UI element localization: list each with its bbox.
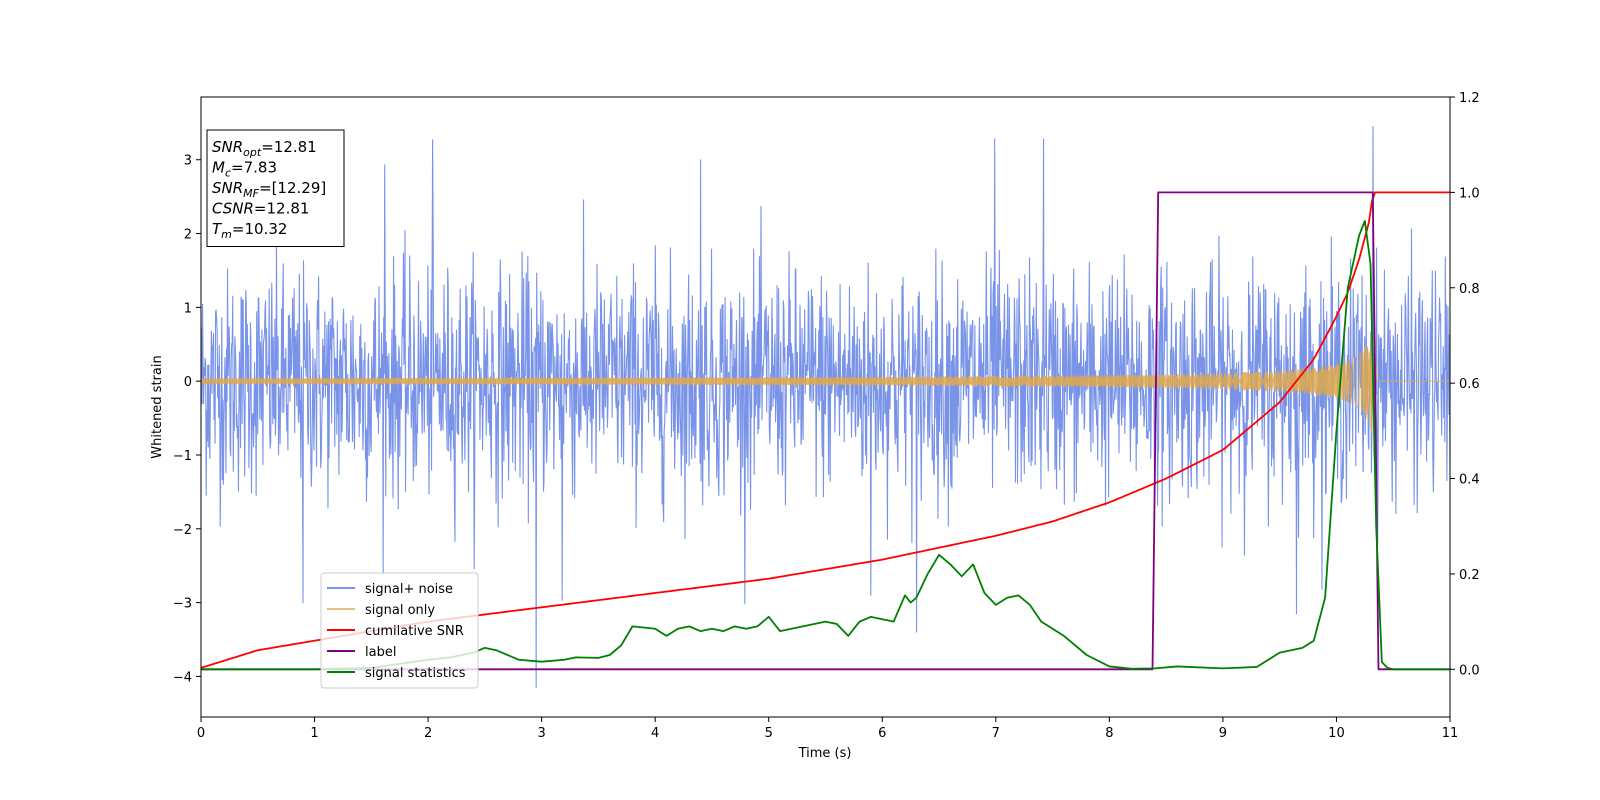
- info-subscript: c: [225, 167, 231, 180]
- info-symbol: T: [212, 220, 223, 238]
- info-value: =[12.29]: [259, 179, 326, 197]
- y-right-tick-label: 0.4: [1459, 473, 1480, 488]
- x-tick-label: 10: [1328, 726, 1345, 741]
- legend-frame: [320, 572, 479, 689]
- info-subscript: m: [221, 228, 232, 241]
- info-value: =12.81: [261, 138, 317, 156]
- info-value: =7.83: [231, 159, 277, 177]
- legend-label: label: [365, 645, 396, 660]
- y-left-tick-label: −3: [173, 597, 192, 612]
- info-line: Mc=7.83: [212, 159, 277, 180]
- y-right-tick-label: 0.2: [1459, 568, 1480, 583]
- info-symbol: SNR: [212, 179, 243, 197]
- x-tick-label: 7: [992, 726, 1000, 741]
- y-left-tick-label: 3: [184, 154, 192, 169]
- x-tick-label: 4: [651, 726, 659, 741]
- x-tick-label: 3: [537, 726, 545, 741]
- series-signal-statistics: [201, 220, 1450, 671]
- series-signal-noise: [201, 125, 1450, 689]
- y-right-tick-label: 1.2: [1459, 91, 1480, 106]
- info-value: =10.32: [232, 220, 288, 238]
- legend: signal+ noise signal only cumilative SNR la…: [320, 572, 479, 689]
- info-line: SNRMF=[12.29]: [212, 179, 326, 200]
- plot-frame: [200, 96, 1451, 718]
- x-tick-label: 6: [878, 726, 886, 741]
- y-axis-left: −4 −3 −2 −1 0 1 2 3: [173, 154, 201, 685]
- info-value: =12.81: [254, 200, 310, 218]
- info-box-frame: [206, 129, 345, 247]
- y-right-tick-label: 0.6: [1459, 377, 1480, 392]
- y-axis-right: 0.0 0.2 0.4 0.6 0.8 1.0 1.2: [1450, 91, 1480, 678]
- x-tick-label: 11: [1442, 726, 1459, 741]
- y-left-tick-label: 2: [184, 228, 192, 243]
- legend-label: signal statistics: [365, 666, 466, 681]
- info-box: SNRopt=12.81Mc=7.83SNRMF=[12.29]CSNR=12.…: [206, 129, 345, 247]
- y-left-tick-label: 0: [184, 375, 192, 390]
- legend-label: cumilative SNR: [365, 624, 464, 639]
- x-axis-label: Time (s): [798, 746, 852, 761]
- x-tick-label: 8: [1105, 726, 1113, 741]
- y-axis-label: Whitened strain: [150, 355, 165, 458]
- info-line: SNRopt=12.81: [212, 138, 317, 159]
- info-symbol: M: [212, 159, 225, 177]
- y-left-tick-label: 1: [184, 301, 192, 316]
- series-signal-only: [201, 333, 1450, 433]
- info-symbol: CSNR: [212, 200, 254, 218]
- info-line: Tm=10.32: [212, 220, 287, 241]
- x-tick-label: 9: [1219, 726, 1227, 741]
- info-subscript: opt: [243, 146, 262, 159]
- y-right-tick-label: 0.8: [1459, 282, 1480, 297]
- y-left-tick-label: −1: [173, 449, 192, 464]
- x-tick-label: 5: [765, 726, 773, 741]
- y-right-tick-label: 0.0: [1459, 663, 1480, 678]
- info-subscript: MF: [243, 187, 259, 200]
- x-tick-label: 1: [310, 726, 318, 741]
- y-left-tick-label: −4: [173, 670, 192, 685]
- x-axis: 0 1 2 3 4 5 6 7 8 9 10 11: [197, 717, 1458, 741]
- x-tick-label: 0: [197, 726, 205, 741]
- y-left-tick-label: −2: [173, 523, 192, 538]
- legend-label: signal only: [365, 603, 435, 618]
- info-symbol: SNR: [212, 138, 243, 156]
- legend-label: signal+ noise: [365, 582, 453, 597]
- y-right-tick-label: 1.0: [1459, 186, 1480, 201]
- info-line: CSNR=12.81: [212, 200, 309, 218]
- x-tick-label: 2: [424, 726, 432, 741]
